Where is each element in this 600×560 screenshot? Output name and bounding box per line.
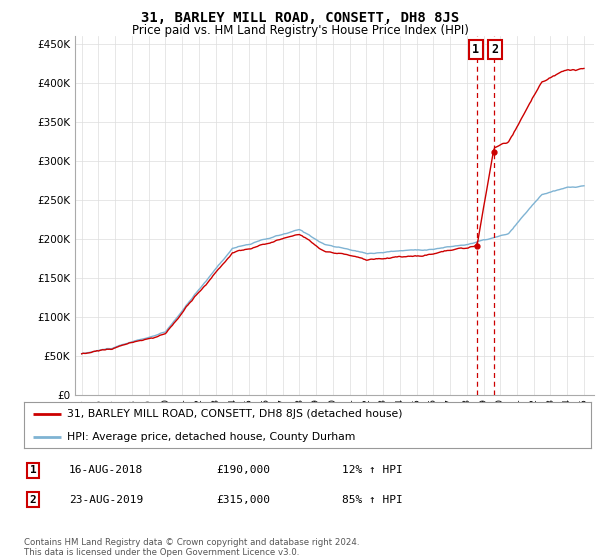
Text: 2: 2 <box>492 43 499 56</box>
Text: 2: 2 <box>29 494 37 505</box>
Text: 12% ↑ HPI: 12% ↑ HPI <box>342 465 403 475</box>
Text: £190,000: £190,000 <box>216 465 270 475</box>
Text: 23-AUG-2019: 23-AUG-2019 <box>69 494 143 505</box>
Text: £315,000: £315,000 <box>216 494 270 505</box>
Text: Contains HM Land Registry data © Crown copyright and database right 2024.
This d: Contains HM Land Registry data © Crown c… <box>24 538 359 557</box>
Text: HPI: Average price, detached house, County Durham: HPI: Average price, detached house, Coun… <box>67 432 355 441</box>
Text: 1: 1 <box>472 43 479 56</box>
Text: Price paid vs. HM Land Registry's House Price Index (HPI): Price paid vs. HM Land Registry's House … <box>131 24 469 36</box>
Text: 85% ↑ HPI: 85% ↑ HPI <box>342 494 403 505</box>
Text: 1: 1 <box>29 465 37 475</box>
Text: 16-AUG-2018: 16-AUG-2018 <box>69 465 143 475</box>
Text: 31, BARLEY MILL ROAD, CONSETT, DH8 8JS: 31, BARLEY MILL ROAD, CONSETT, DH8 8JS <box>141 11 459 25</box>
Text: 31, BARLEY MILL ROAD, CONSETT, DH8 8JS (detached house): 31, BARLEY MILL ROAD, CONSETT, DH8 8JS (… <box>67 409 402 418</box>
